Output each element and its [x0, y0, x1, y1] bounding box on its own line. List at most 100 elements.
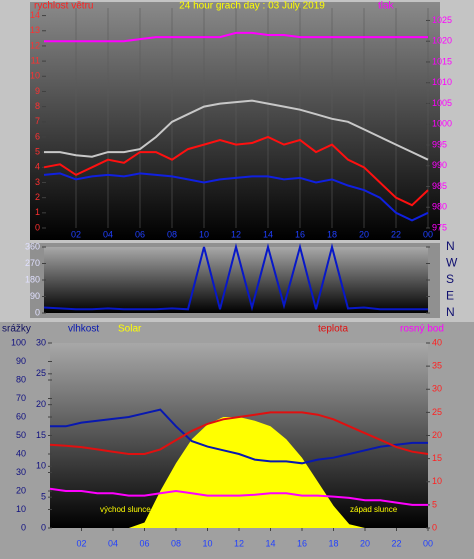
annotation: západ slunce — [350, 505, 398, 514]
line — [43, 172, 429, 222]
line — [43, 243, 428, 312]
x-tick-label: 22 — [391, 229, 401, 239]
x-tick-label: 04 — [108, 538, 118, 548]
y-tick-label: 50 — [16, 430, 26, 440]
x-tick-label: 16 — [297, 538, 307, 548]
y3-tick-label: 5 — [41, 492, 46, 502]
y-tick-label: 70 — [16, 393, 26, 403]
y2-tick-label: 1020 — [432, 36, 452, 46]
y2-tick-label: 30 — [432, 384, 442, 394]
x-tick-label: 18 — [327, 229, 337, 239]
x-tick-label: 18 — [328, 538, 338, 548]
y3-tick-label: 15 — [36, 430, 46, 440]
y-tick-label: 12 — [30, 40, 40, 50]
y-tick-label: 80 — [16, 374, 26, 384]
x-tick-label: 12 — [234, 538, 244, 548]
y2-tick-label: 1005 — [432, 98, 452, 108]
y2-tick-label: 25 — [432, 407, 442, 417]
y2-tick-label: 1010 — [432, 77, 452, 87]
x-tick-label: 10 — [202, 538, 212, 548]
y-axis-label: srážky — [2, 324, 31, 335]
y-tick-label: 90 — [30, 291, 40, 301]
x-tick-label: 16 — [295, 229, 305, 239]
x-tick-label: 06 — [135, 229, 145, 239]
y-tick-label: 0 — [35, 307, 40, 317]
y-tick-label: 100 — [11, 337, 26, 347]
y2-axis-label: tlak — [378, 1, 395, 12]
y2-tick-label: 1025 — [432, 15, 452, 25]
x-tick-label: 08 — [171, 538, 181, 548]
line — [49, 411, 429, 455]
y-axis-label: rychlost větru — [34, 1, 93, 12]
y-tick-label: 8 — [35, 101, 40, 111]
y-tick-label: 3 — [35, 177, 40, 187]
y-tick-label: 270 — [25, 258, 40, 268]
y2-tick-label: 5 — [432, 499, 437, 509]
x-tick-label: 14 — [263, 229, 273, 239]
y-tick-label: 90 — [16, 356, 26, 366]
y-tick-label: 360 — [25, 241, 40, 251]
line — [50, 408, 428, 465]
chart-title: 24 hour grach day : 03 July 2019 — [179, 1, 325, 12]
legend-label: vlhkost — [68, 324, 99, 335]
x-tick-label: 20 — [359, 229, 369, 239]
x-tick-label: 10 — [199, 229, 209, 239]
line — [44, 31, 428, 43]
y3-tick-label: 25 — [36, 368, 46, 378]
x-tick-label: 12 — [231, 229, 241, 239]
y-tick-label: 9 — [35, 86, 40, 96]
y3-tick-label: 20 — [36, 399, 46, 409]
x-tick-label: 00 — [423, 538, 433, 548]
y2-tick-label: S — [446, 272, 454, 286]
y2-tick-label: 35 — [432, 361, 442, 371]
area — [50, 417, 428, 528]
y-tick-label: 13 — [30, 25, 40, 35]
y-tick-label: 10 — [30, 71, 40, 81]
y2-tick-label: 990 — [432, 160, 447, 170]
legend-label: rosný bod — [400, 324, 444, 335]
y2-tick-label: W — [446, 256, 458, 270]
y-tick-label: 2 — [35, 192, 40, 202]
y-tick-label: 180 — [25, 274, 40, 284]
y2-tick-label: 1000 — [432, 119, 452, 129]
y-tick-label: 0 — [35, 222, 40, 232]
y-tick-label: 30 — [16, 467, 26, 477]
y2-tick-label: N — [446, 239, 455, 253]
y2-tick-label: N — [446, 305, 455, 319]
y-tick-label: 6 — [35, 131, 40, 141]
x-tick-label: 14 — [265, 538, 275, 548]
y2-tick-label: 40 — [432, 337, 442, 347]
y2-tick-label: 0 — [432, 522, 437, 532]
x-tick-label: 04 — [103, 229, 113, 239]
y3-tick-label: 30 — [36, 337, 46, 347]
y2-tick-label: 15 — [432, 453, 442, 463]
y-tick-label: 1 — [35, 207, 40, 217]
x-tick-label: 02 — [76, 538, 86, 548]
y-tick-label: 60 — [16, 411, 26, 421]
y2-tick-label: 985 — [432, 181, 447, 191]
y3-tick-label: 10 — [36, 461, 46, 471]
y-tick-label: 5 — [35, 147, 40, 157]
x-tick-label: 08 — [167, 229, 177, 239]
y2-tick-label: 975 — [432, 222, 447, 232]
x-tick-label: 00 — [423, 229, 433, 239]
legend-label: teplota — [318, 324, 348, 335]
y-tick-label: 7 — [35, 116, 40, 126]
x-tick-label: 02 — [71, 229, 81, 239]
annotation: východ slunce — [100, 505, 151, 514]
y-tick-label: 4 — [35, 162, 40, 172]
x-tick-label: 22 — [391, 538, 401, 548]
legend-label: Solar — [118, 324, 142, 335]
y2-tick-label: 10 — [432, 476, 442, 486]
x-tick-label: 06 — [139, 538, 149, 548]
x-tick-label: 20 — [360, 538, 370, 548]
y-tick-label: 0 — [21, 522, 26, 532]
y-tick-label: 14 — [30, 10, 40, 20]
plot-area — [44, 247, 428, 313]
y2-tick-label: 995 — [432, 139, 447, 149]
y2-tick-label: 20 — [432, 430, 442, 440]
y-tick-label: 20 — [16, 485, 26, 495]
y-tick-label: 40 — [16, 448, 26, 458]
y2-tick-label: E — [446, 289, 454, 303]
